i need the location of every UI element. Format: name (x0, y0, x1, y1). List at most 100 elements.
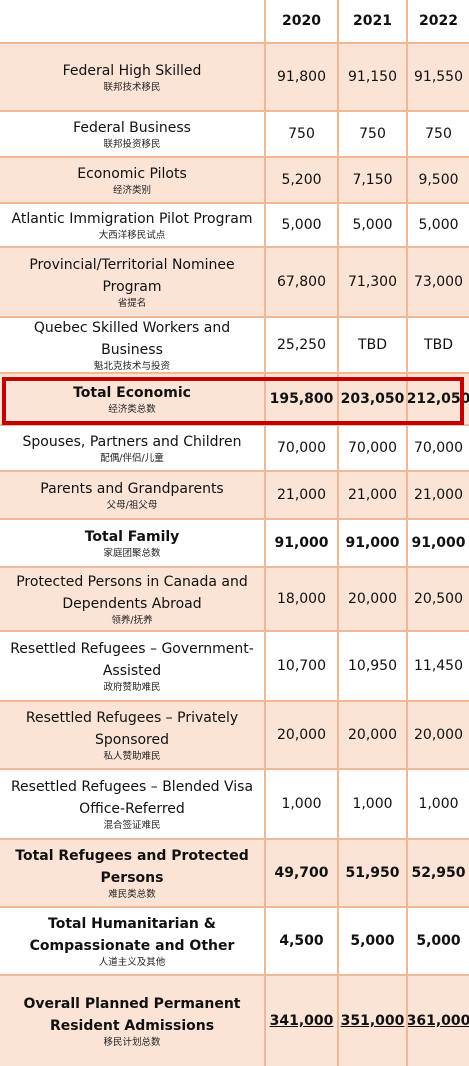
row-label: Economic Pilots (77, 166, 187, 182)
label-cell: Provincial/Territorial Nominee Program 省提… (0, 248, 266, 316)
value: 750 (288, 126, 315, 142)
value-cell: 73,000 (408, 248, 469, 316)
value: 70,000 (277, 440, 326, 456)
row-sublabel: 家庭团聚总数 (103, 548, 161, 559)
row-label: Federal Business (73, 120, 191, 136)
value-cell: TBD (408, 318, 469, 372)
value: 70,000 (414, 440, 463, 456)
value-cell: 9,500 (408, 158, 469, 202)
value-cell: 91,000 (339, 520, 408, 566)
value-cell: 5,200 (266, 158, 339, 202)
row-label: Overall Planned Permanent Resident Admis… (23, 996, 241, 1034)
value: 20,500 (414, 591, 463, 607)
value: 195,800 (269, 391, 334, 407)
row-label: Federal High Skilled (62, 63, 202, 79)
value-cell: 91,800 (266, 44, 339, 110)
value: 1,000 (418, 796, 459, 812)
table-row: Federal High Skilled 联邦技术移民 91,800 91,150 91… (0, 44, 469, 112)
value-cell: 21,000 (266, 472, 339, 518)
row-sublabel: 领养/抚养 (111, 615, 153, 626)
row-sublabel: 经济类别 (112, 185, 151, 196)
value-cell: 70,000 (266, 426, 339, 470)
value-cell: 11,450 (408, 632, 469, 700)
table-row: Economic Pilots 经济类别 5,200 7,150 9,500 (0, 158, 469, 204)
table-row: Resettled Refugees – Blended Visa Office… (0, 770, 469, 840)
row-label: Total Refugees and Protected Persons (15, 848, 249, 886)
row-sublabel: 联邦投资移民 (103, 139, 161, 150)
value-cell: 7,150 (339, 158, 408, 202)
row-sublabel: 政府赞助难民 (103, 682, 161, 693)
value: 10,950 (348, 658, 397, 674)
value: 51,950 (345, 865, 400, 881)
row-sublabel: 省提名 (117, 298, 147, 309)
value-cell: 70,000 (339, 426, 408, 470)
value: 21,000 (277, 487, 326, 503)
value: 18,000 (277, 591, 326, 607)
value-cell: 750 (339, 112, 408, 156)
value-cell: 52,950 (408, 840, 469, 906)
label-cell: Federal Business 联邦投资移民 (0, 112, 266, 156)
value-cell: 5,000 (339, 204, 408, 246)
value-cell: 351,000 (339, 976, 408, 1066)
label-cell: Overall Planned Permanent Resident Admis… (0, 976, 266, 1066)
year-label: 2022 (419, 13, 458, 29)
row-sublabel: 配偶/伴侣/儿童 (100, 453, 164, 464)
row-label: Parents and Grandparents (40, 481, 224, 497)
row-sublabel: 难民类总数 (108, 889, 156, 900)
table-row: Resettled Refugees – Government-Assisted… (0, 632, 469, 702)
value-cell: 51,950 (339, 840, 408, 906)
value-cell: 21,000 (339, 472, 408, 518)
value-cell: 71,300 (339, 248, 408, 316)
row-label: Total Humanitarian & Compassionate and O… (29, 916, 235, 954)
value: 20,000 (277, 727, 326, 743)
row-sublabel: 移民计划总数 (103, 1037, 161, 1048)
value-cell: 5,000 (408, 204, 469, 246)
row-label: Total Family (84, 529, 180, 545)
value-cell: 20,000 (339, 568, 408, 630)
value: 5,000 (418, 217, 459, 233)
table-row: Provincial/Territorial Nominee Program 省提… (0, 248, 469, 318)
value: 212,050 (408, 391, 469, 407)
label-cell: Economic Pilots 经济类别 (0, 158, 266, 202)
value-cell: 20,000 (339, 702, 408, 768)
value-cell: 91,000 (266, 520, 339, 566)
value-cell: 4,500 (266, 908, 339, 974)
value-cell: 10,700 (266, 632, 339, 700)
value-cell: TBD (339, 318, 408, 372)
value: 70,000 (348, 440, 397, 456)
row-sublabel: 经济类总数 (108, 404, 156, 415)
table-row: Federal Business 联邦投资移民 750 750 750 (0, 112, 469, 158)
year-label: 2020 (282, 13, 321, 29)
value: 1,000 (352, 796, 393, 812)
label-cell: Total Refugees and Protected Persons 难民类总… (0, 840, 266, 906)
row-sublabel: 联邦技术移民 (103, 82, 161, 93)
label-cell: Quebec Skilled Workers and Business 魁北克技术… (0, 318, 266, 372)
header-cell: 2021 (339, 0, 408, 42)
value-cell: 212,050 (408, 374, 469, 424)
value-cell: 70,000 (408, 426, 469, 470)
label-cell: Parents and Grandparents 父母/祖父母 (0, 472, 266, 518)
label-cell: Atlantic Immigration Pilot Program 大西洋移民试… (0, 204, 266, 246)
value: 91,800 (277, 69, 326, 85)
label-cell: Resettled Refugees – Blended Visa Office… (0, 770, 266, 838)
label-cell: Spouses, Partners and Children 配偶/伴侣/儿童 (0, 426, 266, 470)
value: 20,000 (348, 591, 397, 607)
value-cell: 20,000 (408, 702, 469, 768)
value: TBD (358, 337, 387, 353)
table-row: Parents and Grandparents 父母/祖父母 21,000 21,0… (0, 472, 469, 520)
value: 20,000 (348, 727, 397, 743)
label-cell: Total Humanitarian & Compassionate and O… (0, 908, 266, 974)
value: 341,000 (269, 1013, 334, 1029)
row-sublabel: 父母/祖父母 (106, 500, 158, 511)
value: 361,000 (408, 1013, 469, 1029)
year-label: 2021 (353, 13, 392, 29)
row-sublabel: 人道主义及其他 (98, 957, 166, 968)
value: 21,000 (348, 487, 397, 503)
table-row: Protected Persons in Canada and Dependen… (0, 568, 469, 632)
row-sublabel: 混合签证难民 (103, 820, 161, 831)
value: 67,800 (277, 274, 326, 290)
row-label: Atlantic Immigration Pilot Program (11, 211, 253, 227)
table-row: Total Humanitarian & Compassionate and O… (0, 908, 469, 976)
header-cell: 2020 (266, 0, 339, 42)
value-cell: 91,150 (339, 44, 408, 110)
